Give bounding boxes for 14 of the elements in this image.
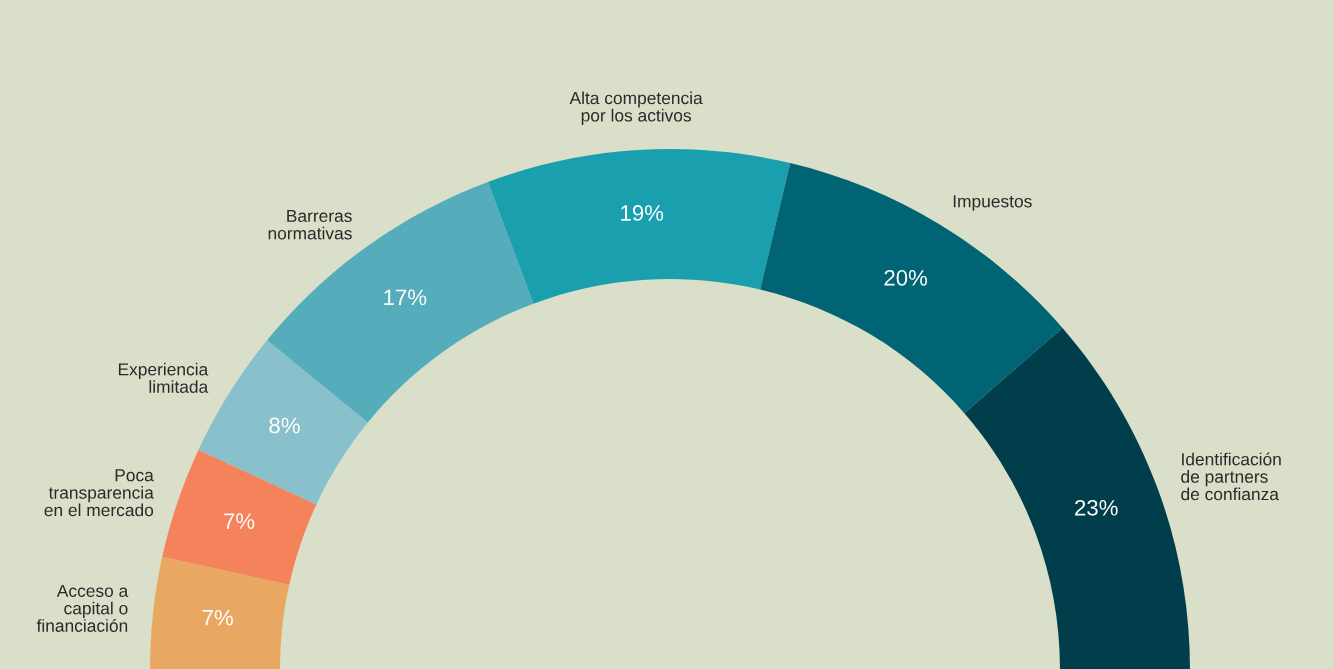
slice-label: Impuestos xyxy=(953,195,1032,211)
data-label: 20% xyxy=(884,269,928,286)
slice-label: Experiencia limitada xyxy=(118,362,209,393)
slice-label: Acceso a capital o financiación xyxy=(36,584,129,632)
data-label: 7% xyxy=(202,609,233,626)
slice-label: Poca transparencia en el mercado xyxy=(44,469,154,517)
slice-label: Alta competencia por los activos xyxy=(569,91,703,126)
data-label: 7% xyxy=(224,513,255,529)
data-label: 17% xyxy=(384,289,427,306)
data-label: 19% xyxy=(621,205,664,221)
data-label: 23% xyxy=(1075,499,1118,516)
slice-label: Identificación de partners de confianza xyxy=(1181,452,1281,501)
slice-label: Barreras normativas xyxy=(268,209,352,240)
data-label: 8% xyxy=(269,417,300,434)
